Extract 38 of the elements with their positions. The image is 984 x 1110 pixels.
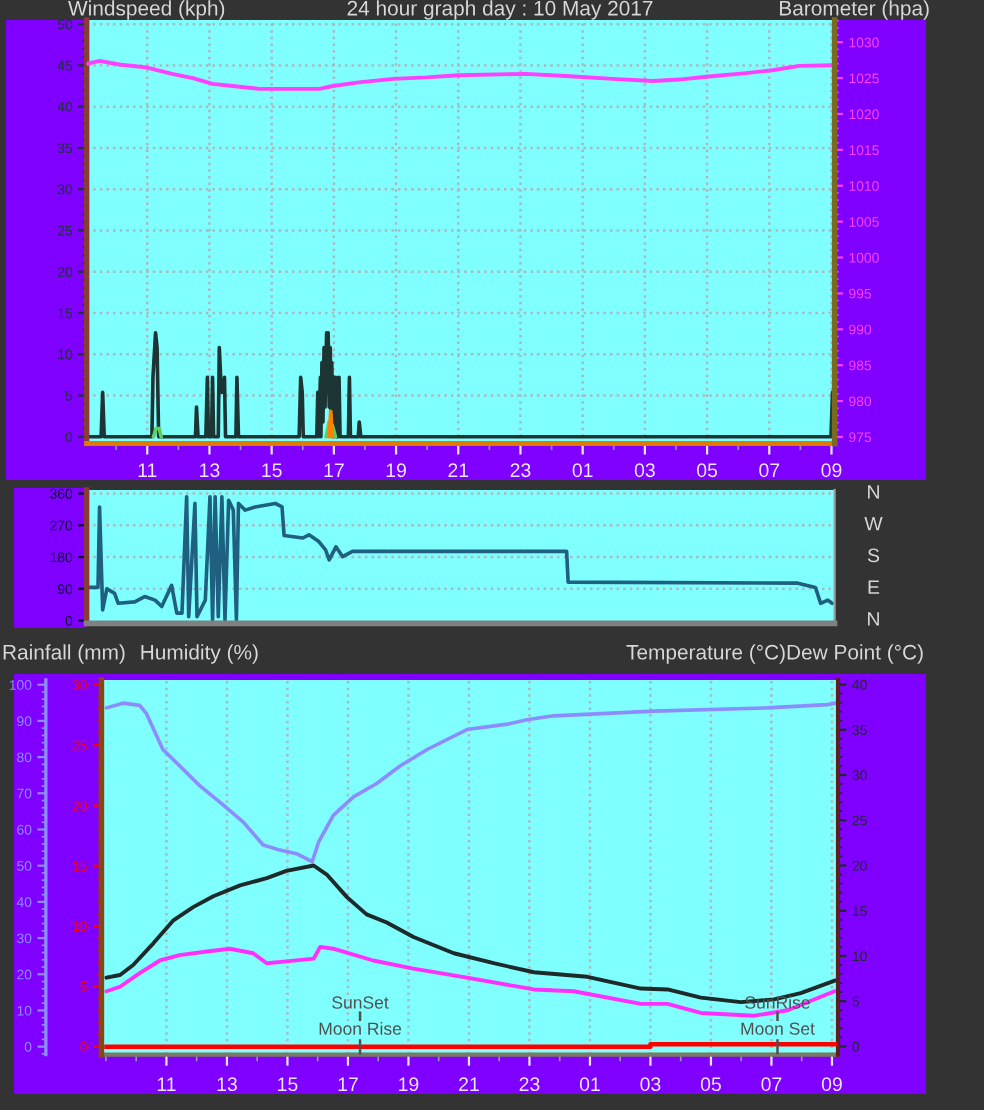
x-tick-label: 19	[386, 463, 406, 478]
y3-axis-title: Rainfall (mm)	[3, 644, 125, 664]
chart-title: 24 hour graph day : 10 May 2017	[347, 0, 653, 20]
y-axis-title: Humidity (%)	[141, 644, 258, 664]
x-tick-label: 11	[138, 463, 157, 477]
x-tick-label: 13	[200, 463, 220, 478]
x-tick-label: 15	[262, 463, 282, 478]
x-tick-label: 23	[519, 1077, 540, 1092]
x-tick-label: 19	[399, 1077, 419, 1092]
y2-axis-title: Barometer (hpa)	[780, 0, 929, 20]
y2-axis-title: Temperature (°C)Dew Point (°C)	[626, 644, 923, 664]
y-axis-title: Windspeed (kph)	[68, 0, 225, 20]
x-tick-label: 07	[759, 463, 780, 478]
x-tick-label: 23	[510, 463, 531, 478]
x-tick-label: 03	[640, 1077, 661, 1092]
text: N	[868, 612, 879, 626]
ref-line-label: SunSet	[332, 996, 389, 1009]
text: N	[868, 485, 879, 499]
annotation: Moon Set	[741, 1022, 815, 1035]
x-tick-label: 17	[338, 1077, 358, 1091]
x-tick-label: 13	[217, 1077, 237, 1092]
x-tick-label: 03	[634, 463, 655, 478]
x-tick-label: 01	[572, 463, 593, 478]
text: W	[864, 516, 883, 531]
x-tick-label: 11	[157, 1077, 176, 1091]
text: S	[867, 548, 880, 563]
x-tick-label: 21	[459, 1077, 479, 1091]
x-tick-label: 01	[579, 1077, 600, 1092]
x-tick-label: 15	[278, 1077, 298, 1092]
x-tick-label: 17	[324, 463, 344, 477]
x-tick-label: 21	[448, 463, 469, 477]
x-tick-label: 07	[761, 1077, 782, 1092]
x-tick-label: 05	[697, 463, 718, 478]
x-tick-label: 05	[700, 1077, 721, 1092]
x-tick-label: 09	[821, 1077, 842, 1092]
text: E	[868, 580, 880, 594]
annotation: Moon Rise	[319, 1021, 402, 1035]
x-tick-label: 09	[821, 463, 842, 478]
